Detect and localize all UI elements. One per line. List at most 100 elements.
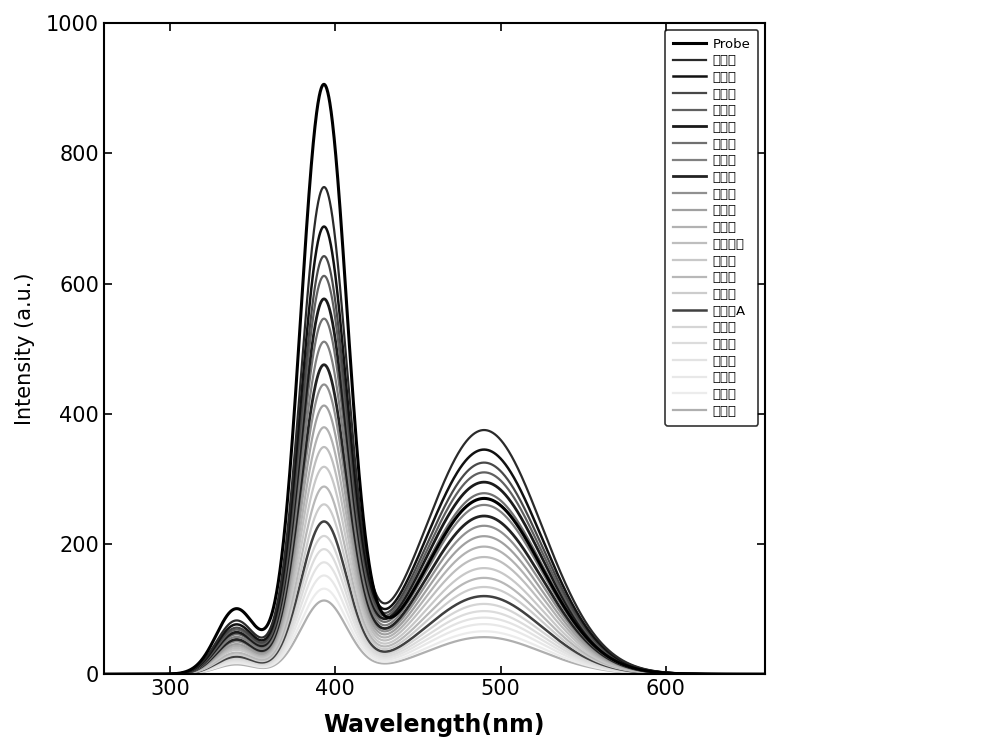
啮虫咊 <box>619 660 631 669</box>
三唢锐 <box>318 571 330 580</box>
氧环唢 <box>740 670 752 679</box>
三环唢 <box>619 668 631 677</box>
三环唢 <box>740 670 752 679</box>
咋唢锐 <box>420 561 432 570</box>
粉唢醇 <box>98 670 110 679</box>
Y-axis label: Intensity (a.u.): Intensity (a.u.) <box>15 272 35 425</box>
吱唢锐 <box>318 462 330 472</box>
粉唢醇 <box>759 670 771 679</box>
戊菌唢 <box>759 670 771 679</box>
吱唢锐 <box>759 670 771 679</box>
甲萌威 <box>619 663 631 672</box>
多果定 <box>132 670 144 679</box>
戊菌唢 <box>740 670 752 679</box>
三唢醇A <box>420 623 432 632</box>
戊唢醇 <box>619 666 631 675</box>
乙硫苯威 <box>740 670 752 679</box>
抗蚯威 <box>420 554 432 563</box>
甲霜林 <box>759 670 771 679</box>
阿克泰 <box>740 670 752 679</box>
Line: 恶霉灵: 恶霉灵 <box>104 187 765 675</box>
乙硫苯威 <box>740 670 752 679</box>
戊菌唢 <box>740 670 752 679</box>
呻虫胺 <box>619 658 631 667</box>
白枯草 <box>420 647 432 656</box>
Line: 阿克泰: 阿克泰 <box>104 256 765 675</box>
氟哓唢 <box>740 670 752 679</box>
戊菌唢 <box>132 670 144 679</box>
呻虫胺 <box>402 574 414 583</box>
咋唢锐 <box>402 593 414 602</box>
粉唢醇 <box>420 632 432 641</box>
恶霜灵 <box>740 670 752 679</box>
呻虫胺 <box>132 670 144 679</box>
Line: 甲萌威: 甲萌威 <box>104 427 765 675</box>
阿克泰 <box>759 670 771 679</box>
白枯草 <box>740 670 752 679</box>
恶霉灵 <box>98 670 110 679</box>
抗蚯威 <box>740 670 752 679</box>
多果定 <box>740 670 752 679</box>
咋唢锐 <box>619 660 631 669</box>
白枯草 <box>318 596 330 605</box>
戊唢醇 <box>420 617 432 626</box>
Line: 多果定: 多果定 <box>104 341 765 675</box>
三唢锐 <box>619 667 631 676</box>
甲萌威 <box>318 423 330 432</box>
三唢醇A <box>132 670 144 679</box>
白枯草 <box>98 670 110 679</box>
戊菌唢 <box>420 627 432 636</box>
白枯草 <box>132 670 144 679</box>
恶霉灵 <box>420 523 432 532</box>
恶霉灵 <box>759 670 771 679</box>
乙硫苯威 <box>619 664 631 673</box>
戊菌唢 <box>619 666 631 675</box>
三唢醇A <box>740 670 752 679</box>
吱唢锐 <box>132 670 144 679</box>
乙硫苯威 <box>420 599 432 608</box>
甲萌威 <box>740 670 752 679</box>
戊唢醇 <box>318 500 330 509</box>
三唢锐 <box>420 640 432 649</box>
甲霜林 <box>98 670 110 679</box>
Probe <box>132 670 144 679</box>
Probe <box>402 595 414 604</box>
恶霉灵 <box>740 670 752 679</box>
抗蚯威 <box>318 294 330 303</box>
多果定 <box>318 337 330 346</box>
啮虫咊 <box>318 271 330 280</box>
X-axis label: Wavelength(nm): Wavelength(nm) <box>324 713 545 737</box>
咋唢锐 <box>98 670 110 679</box>
甲萌威 <box>759 670 771 679</box>
呻虫胺 <box>740 670 752 679</box>
Line: 粉唢醇: 粉唢醇 <box>104 549 765 675</box>
氟哓唢 <box>759 670 771 679</box>
Line: 咋唢锐: 咋唢锐 <box>104 319 765 675</box>
恶霜灵 <box>759 670 771 679</box>
呻虫胺 <box>98 670 110 679</box>
呻虫胺 <box>759 670 771 679</box>
戊菌唢 <box>318 532 330 541</box>
氟哓唢 <box>619 667 631 676</box>
戊唢醇 <box>740 670 752 679</box>
氧环唢 <box>98 670 110 679</box>
嘧霉胺 <box>420 581 432 590</box>
粉唢醇 <box>318 544 330 553</box>
甲霜林 <box>740 670 752 679</box>
三环唢 <box>132 670 144 679</box>
粉唢醇 <box>740 670 752 679</box>
戊唢醇 <box>132 670 144 679</box>
白枯草 <box>740 670 752 679</box>
啮虫咊 <box>740 670 752 679</box>
啮虫咊 <box>740 670 752 679</box>
甲萌威 <box>420 593 432 602</box>
三唢醇A <box>98 670 110 679</box>
乙硫苯威 <box>759 670 771 679</box>
阿克泰 <box>132 670 144 679</box>
戊唢醇 <box>740 670 752 679</box>
抗蚯威 <box>132 670 144 679</box>
三唢锐 <box>402 648 414 657</box>
Line: 三环唢: 三环唢 <box>104 589 765 675</box>
甲霜林 <box>132 670 144 679</box>
阿克泰 <box>420 542 432 551</box>
